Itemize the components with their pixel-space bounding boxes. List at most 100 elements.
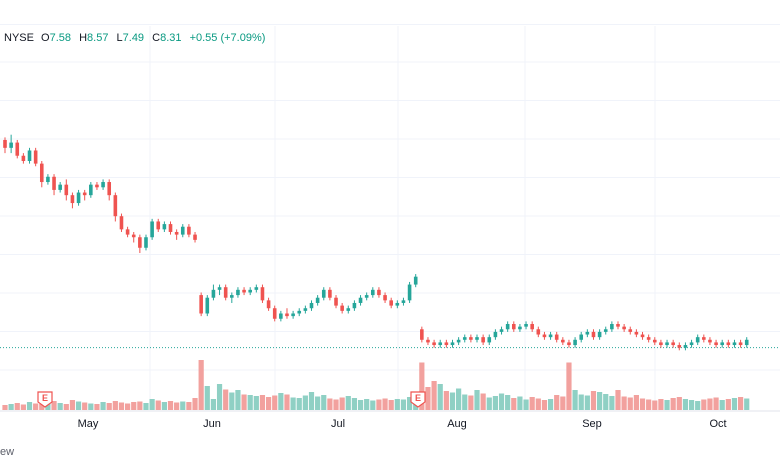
volume-bar [437, 384, 443, 410]
volume-bar [652, 400, 658, 410]
candle-body [695, 337, 700, 343]
candle-body [242, 289, 246, 293]
candle-body [346, 308, 351, 311]
volume-bar [364, 399, 370, 410]
candle-body [101, 182, 105, 188]
candle-body [144, 237, 148, 248]
volume-bar [204, 386, 210, 410]
volume-bar [284, 394, 290, 410]
volume-bar [578, 394, 584, 410]
volume-bar [541, 400, 548, 410]
candle-body [493, 331, 498, 338]
candle-body [150, 221, 154, 238]
volume-bar [137, 401, 143, 410]
candle-body [720, 342, 725, 346]
candle-body [469, 337, 473, 340]
candle-body [364, 295, 369, 298]
candle-body [505, 324, 510, 330]
candle-body [119, 216, 124, 230]
candle-body [438, 342, 443, 346]
volume-bar [658, 399, 664, 410]
volume-bar [259, 395, 266, 410]
x-tick-label: Aug [447, 418, 467, 430]
candle-body [107, 182, 112, 196]
candle-body [530, 324, 534, 330]
candle-body [272, 308, 277, 319]
volume-bar [394, 399, 400, 410]
candle-body [420, 329, 424, 340]
volume-bar [400, 399, 407, 410]
volume-bar [621, 396, 627, 410]
candle-body [610, 324, 614, 330]
candle-body [352, 302, 357, 309]
candle-body [683, 345, 688, 348]
volume-bar [167, 401, 174, 410]
candle-body [714, 342, 718, 346]
volume-bar [333, 399, 339, 410]
candle-body [652, 339, 657, 343]
candle-body [3, 139, 7, 148]
volume-bar [112, 401, 118, 410]
candle-body [27, 150, 32, 161]
volume-bar [492, 396, 498, 410]
volume-bar [572, 390, 578, 410]
candle-body [82, 192, 87, 196]
candle-body [499, 329, 504, 332]
candle-body [248, 289, 252, 293]
candle-body [732, 342, 737, 346]
candle-body [70, 195, 75, 204]
candle-body [321, 289, 326, 298]
volume-bar [192, 398, 198, 410]
candle-body [561, 339, 565, 343]
volume-bar [51, 401, 57, 410]
volume-bar [125, 403, 131, 410]
candle-body [689, 342, 694, 346]
earnings-marker-label: E [415, 393, 421, 403]
volume-bar [505, 395, 511, 410]
candle-body [131, 234, 136, 238]
volume-bar [670, 398, 676, 410]
candle-body [389, 300, 393, 306]
candle-body [634, 331, 639, 335]
volume-bar [676, 397, 682, 410]
candle-body [738, 342, 743, 346]
volume-bar [357, 400, 364, 410]
volume-bar [235, 390, 241, 410]
volume-bar [443, 391, 449, 410]
volume-bar [253, 396, 259, 410]
candle-body [511, 324, 516, 330]
earnings-marker [37, 391, 53, 408]
volume-bar [180, 401, 186, 410]
candle-body [579, 334, 584, 340]
candle-body [585, 331, 590, 335]
volume-bar [308, 392, 315, 410]
candle-body [432, 342, 436, 346]
volume-bar [744, 398, 750, 410]
volume-bar [480, 393, 486, 410]
candle-body [297, 310, 302, 314]
volume-bar [456, 388, 462, 410]
close-value: 8.31 [160, 32, 182, 44]
candle-body [616, 324, 620, 327]
candle-body [536, 329, 541, 335]
volume-bar [45, 402, 51, 410]
candle-body [303, 308, 308, 311]
volume-bar [131, 402, 137, 410]
volume-bar [272, 395, 278, 410]
volume-bar [241, 394, 247, 410]
candle-body [646, 337, 651, 340]
candle-body [217, 287, 222, 290]
candle-body [260, 287, 265, 301]
candle-body [426, 339, 430, 343]
x-tick-label: Jun [203, 418, 221, 430]
candle-body [383, 295, 387, 301]
exchange-label: NYSE [4, 32, 34, 44]
x-tick-label: May [78, 418, 99, 430]
candle-body [640, 334, 645, 338]
high-value: 8.57 [87, 32, 109, 44]
candle-body [407, 284, 412, 301]
candle-body [15, 142, 20, 156]
candle-body [230, 295, 234, 298]
candle-body [591, 331, 596, 338]
